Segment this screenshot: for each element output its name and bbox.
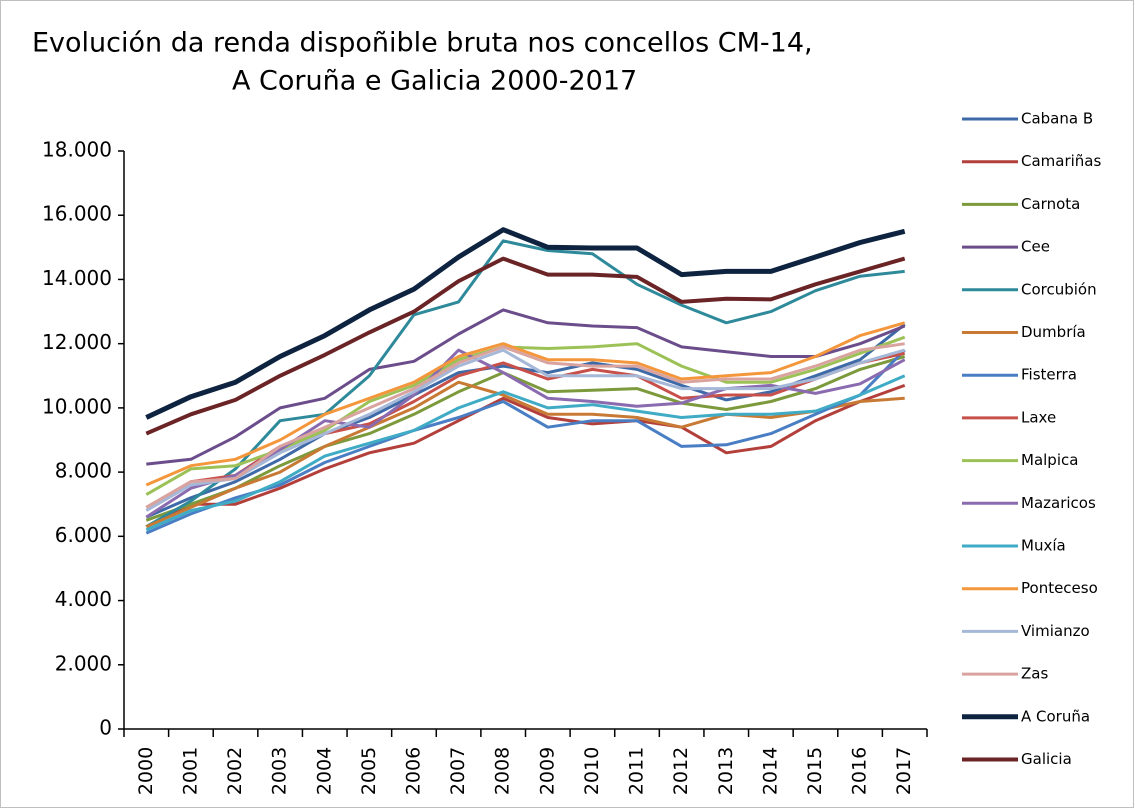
y-tick-label: 2.000 [55,651,112,675]
x-tick-label: 2007 [447,747,469,795]
legend-label: Zas [1021,665,1048,683]
y-tick-label: 4.000 [55,587,112,611]
legend-label: A Coruña [1021,707,1090,725]
legend-label: Cabana B [1021,110,1093,128]
x-tick-label: 2000 [135,747,157,795]
x-tick-label: 2016 [849,747,871,795]
legend-label: Galicia [1021,750,1072,768]
y-tick-label: 6.000 [55,523,112,547]
series-line [145,349,906,535]
x-tick-label: 2004 [313,747,335,795]
series-line [145,380,905,529]
legend-label: Corcubión [1021,280,1097,298]
legend-label: Dumbría [1021,323,1086,341]
legend-label: Malpica [1021,451,1078,469]
legend-label: Muxía [1021,537,1066,555]
x-tick-label: 2001 [179,747,201,795]
x-tick-label: 2008 [492,747,514,795]
series-line [145,323,906,519]
legend-label: Camariñas [1021,152,1102,170]
series-line [145,321,906,487]
y-tick-label: 16.000 [42,202,112,226]
y-tick-label: 8.000 [55,459,112,483]
legend-label: Fisterra [1021,366,1077,384]
legend-label: Carnota [1021,195,1080,213]
series-line [145,227,906,420]
x-tick-label: 2012 [670,747,692,795]
x-tick-label: 2002 [224,747,246,795]
series-line [145,374,906,532]
series-line [145,348,906,512]
y-tick-label: 18.000 [42,138,112,162]
legend-label: Mazaricos [1021,494,1096,512]
x-tick-label: 2011 [626,747,648,795]
x-tick-label: 2015 [804,747,826,795]
x-tick-label: 2009 [536,747,558,795]
x-tick-label: 2017 [893,747,915,795]
x-tick-label: 2006 [402,747,424,795]
legend-label: Ponteceso [1021,579,1098,597]
y-tick-label: 0 [99,716,112,740]
x-tick-label: 2014 [759,747,781,795]
chart-title: A Coruña e Galicia 2000-2017 [232,66,637,97]
series-line [145,256,906,436]
series-line [145,239,905,528]
y-tick-label: 14.000 [42,266,112,290]
series-line [145,342,905,509]
chart-title: Evolución da renda dispoñible bruta nos … [32,28,813,59]
y-tick-label: 10.000 [42,394,112,418]
series-line [145,355,906,522]
legend-label: Laxe [1021,408,1056,426]
series-line [146,308,906,466]
x-tick-label: 2010 [581,747,603,795]
x-tick-label: 2003 [269,747,291,795]
x-tick-label: 2013 [715,747,737,795]
legend-label: Vimianzo [1021,622,1090,640]
legend-label: Cee [1021,238,1050,256]
y-tick-label: 12.000 [42,330,112,354]
series-line [145,383,906,529]
x-tick-label: 2005 [358,747,380,795]
